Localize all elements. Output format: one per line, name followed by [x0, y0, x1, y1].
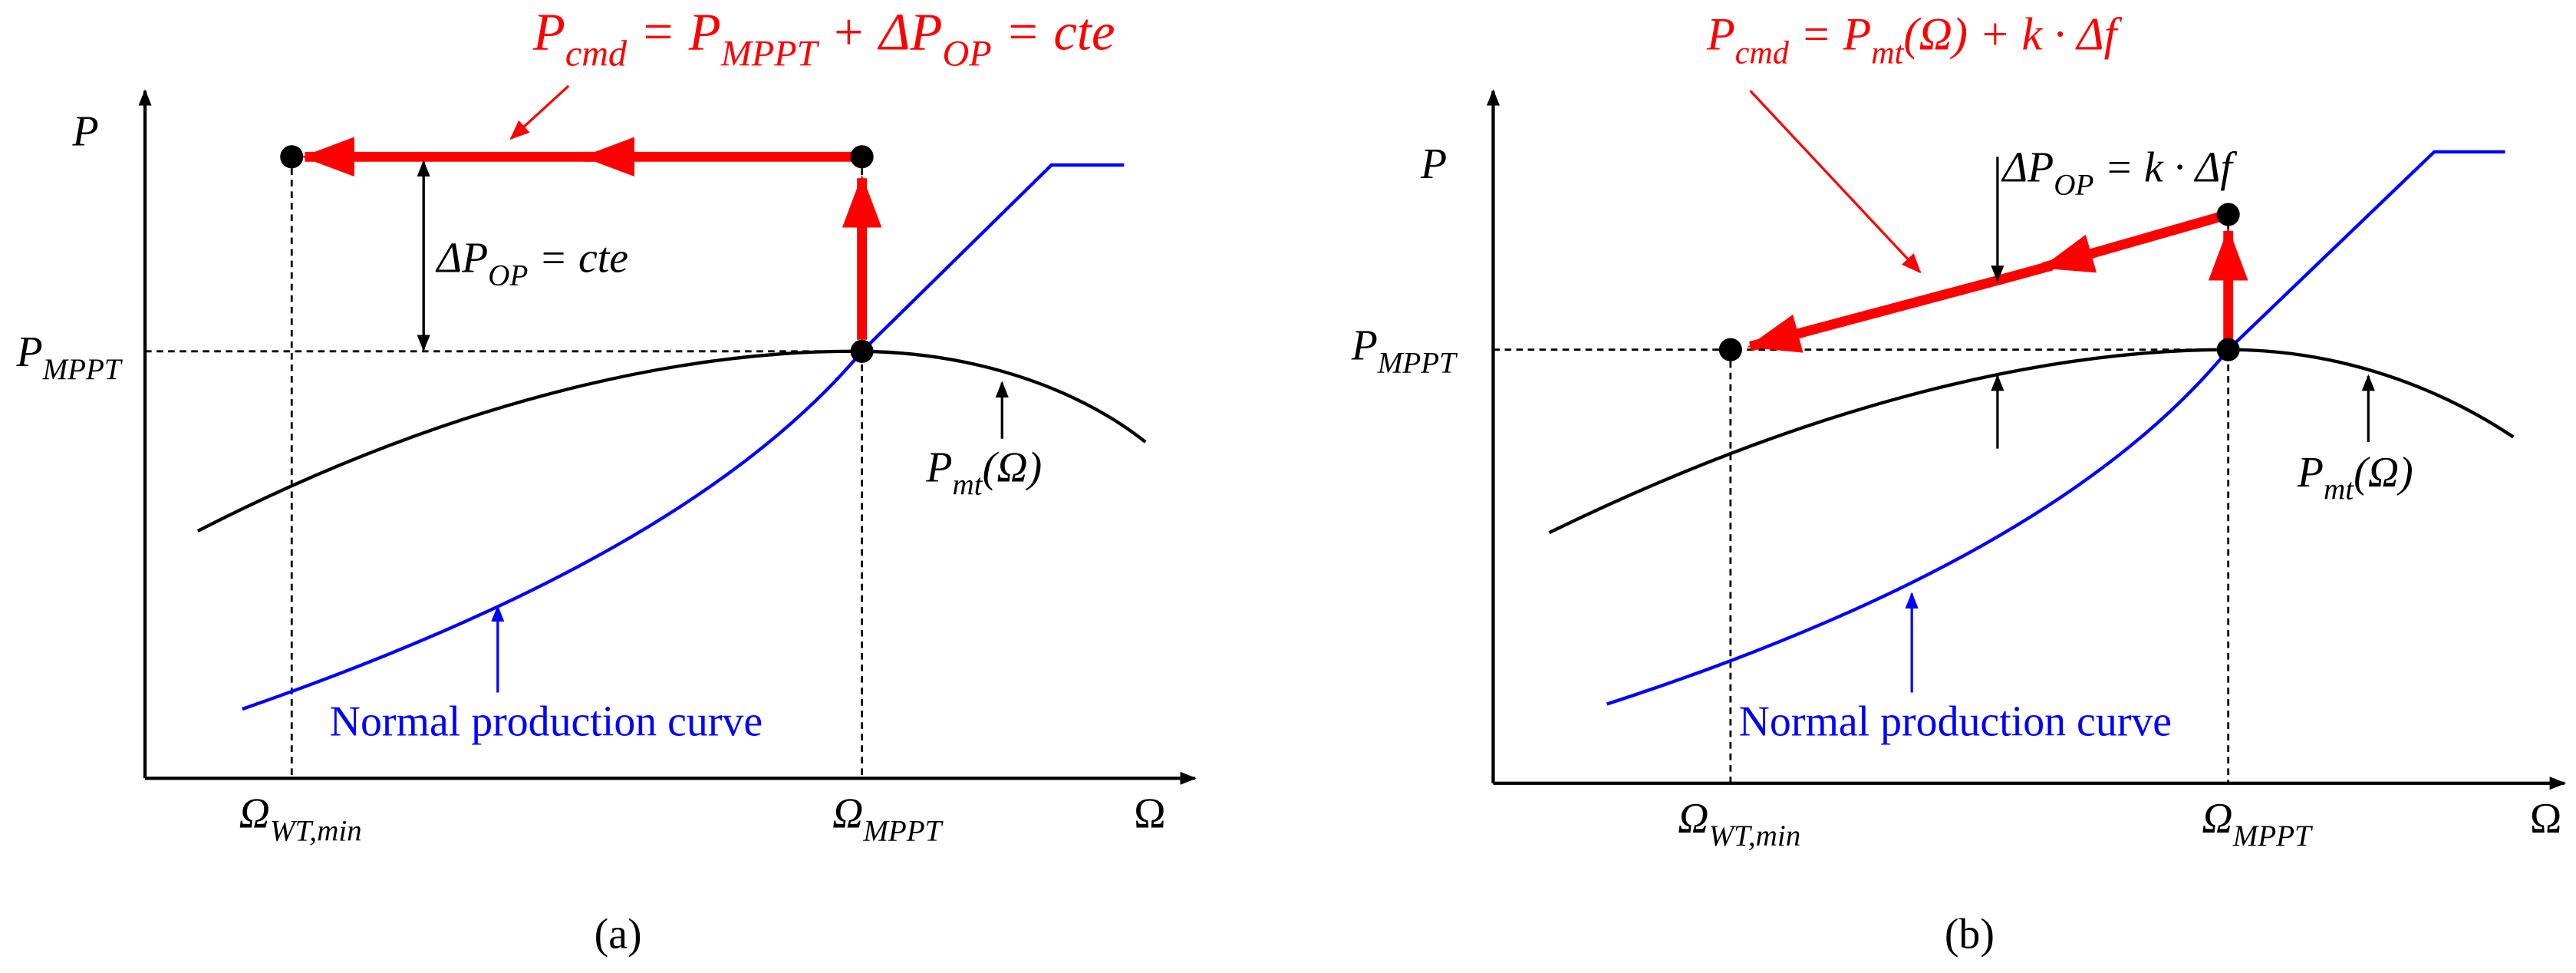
subscript: MPPT: [720, 33, 820, 74]
x-axis-label: Ω: [1134, 790, 1166, 838]
point: [280, 145, 304, 169]
subscript: cmd: [1735, 35, 1790, 71]
pointer: [1749, 90, 1922, 274]
normal-curve-label: Normal production curve: [330, 698, 763, 745]
text-part: P: [532, 3, 565, 61]
power-curve: [196, 349, 1147, 533]
equation: Pcmd = PMPPT + ΔPOP = cte: [532, 3, 1115, 74]
subscript: MPPT: [42, 353, 124, 386]
subscript: OP: [943, 33, 992, 74]
text-part: Ω: [239, 790, 270, 838]
power-curve: [1548, 348, 2515, 535]
text-part: P: [1706, 9, 1735, 61]
text-part: P: [1351, 322, 1378, 370]
text-part: + ΔP: [817, 3, 942, 61]
text-part: ΔP: [435, 235, 488, 282]
subscript: WT,min: [270, 814, 362, 847]
subscript: OP: [488, 259, 528, 292]
subscript: mt: [953, 468, 983, 501]
omega-mppt-label: ΩMPPT: [2202, 795, 2314, 853]
text-part: = cte: [528, 235, 628, 282]
text-part: = cte: [992, 3, 1115, 61]
text-part: Ω: [2202, 795, 2232, 843]
text-part: = P: [627, 3, 721, 61]
curve-label: Pmt(Ω): [2297, 449, 2413, 506]
production-curve: [1606, 150, 2505, 706]
subscript: WT,min: [1708, 820, 1800, 853]
omega-min-label: ΩWT,min: [239, 790, 362, 848]
delta-label: ΔPOP = cte: [435, 235, 628, 292]
omega-min-label: ΩWT,min: [1678, 795, 1800, 853]
command-arrow: [2040, 209, 2230, 273]
text-part: Ω: [832, 790, 863, 838]
y-axis-label: P: [72, 107, 99, 155]
curve-label: Pmt(Ω): [925, 444, 1042, 502]
normal-curve-label: Normal production curve: [1739, 698, 2172, 745]
pointer: [509, 84, 570, 140]
subscript: OP: [2054, 168, 2093, 201]
text-part: (Ω): [983, 444, 1043, 492]
point: [850, 145, 874, 169]
subscript: mt: [1871, 35, 1904, 71]
x-axis-label: Ω: [2530, 795, 2562, 843]
text-part: ΔP: [2001, 144, 2054, 192]
point: [2216, 338, 2240, 361]
command-arrow: [1747, 260, 2054, 353]
text-part: P: [2297, 449, 2324, 496]
caption: (b): [1945, 911, 1995, 958]
subscript: cmd: [565, 33, 628, 74]
point: [1718, 338, 1742, 361]
production-curve: [242, 163, 1125, 711]
y-axis-label: P: [1420, 140, 1447, 188]
text-part: (Ω): [2354, 449, 2413, 496]
subscript: MPPT: [1377, 346, 1458, 379]
omega-mppt-label: ΩMPPT: [832, 790, 944, 848]
text-part: P: [925, 444, 952, 492]
subscript: MPPT: [2232, 820, 2314, 853]
subscript: MPPT: [862, 814, 944, 847]
text-part: Ω: [1678, 795, 1708, 843]
subscript: mt: [2324, 473, 2354, 506]
text-part: (Ω) + k · Δf: [1903, 9, 2122, 61]
text-part: P: [15, 328, 42, 376]
equation: Pcmd = Pmt(Ω) + k · Δf: [1706, 9, 2123, 71]
p-mppt-label: PMPPT: [1351, 322, 1458, 380]
delta-label: ΔPOP = k · Δf: [2001, 144, 2237, 202]
caption: (a): [595, 911, 642, 958]
p-mppt-label: PMPPT: [15, 328, 123, 386]
text-part: = k · Δf: [2093, 144, 2237, 192]
text-part: = P: [1789, 9, 1871, 61]
point: [2216, 203, 2240, 226]
point: [850, 339, 874, 363]
